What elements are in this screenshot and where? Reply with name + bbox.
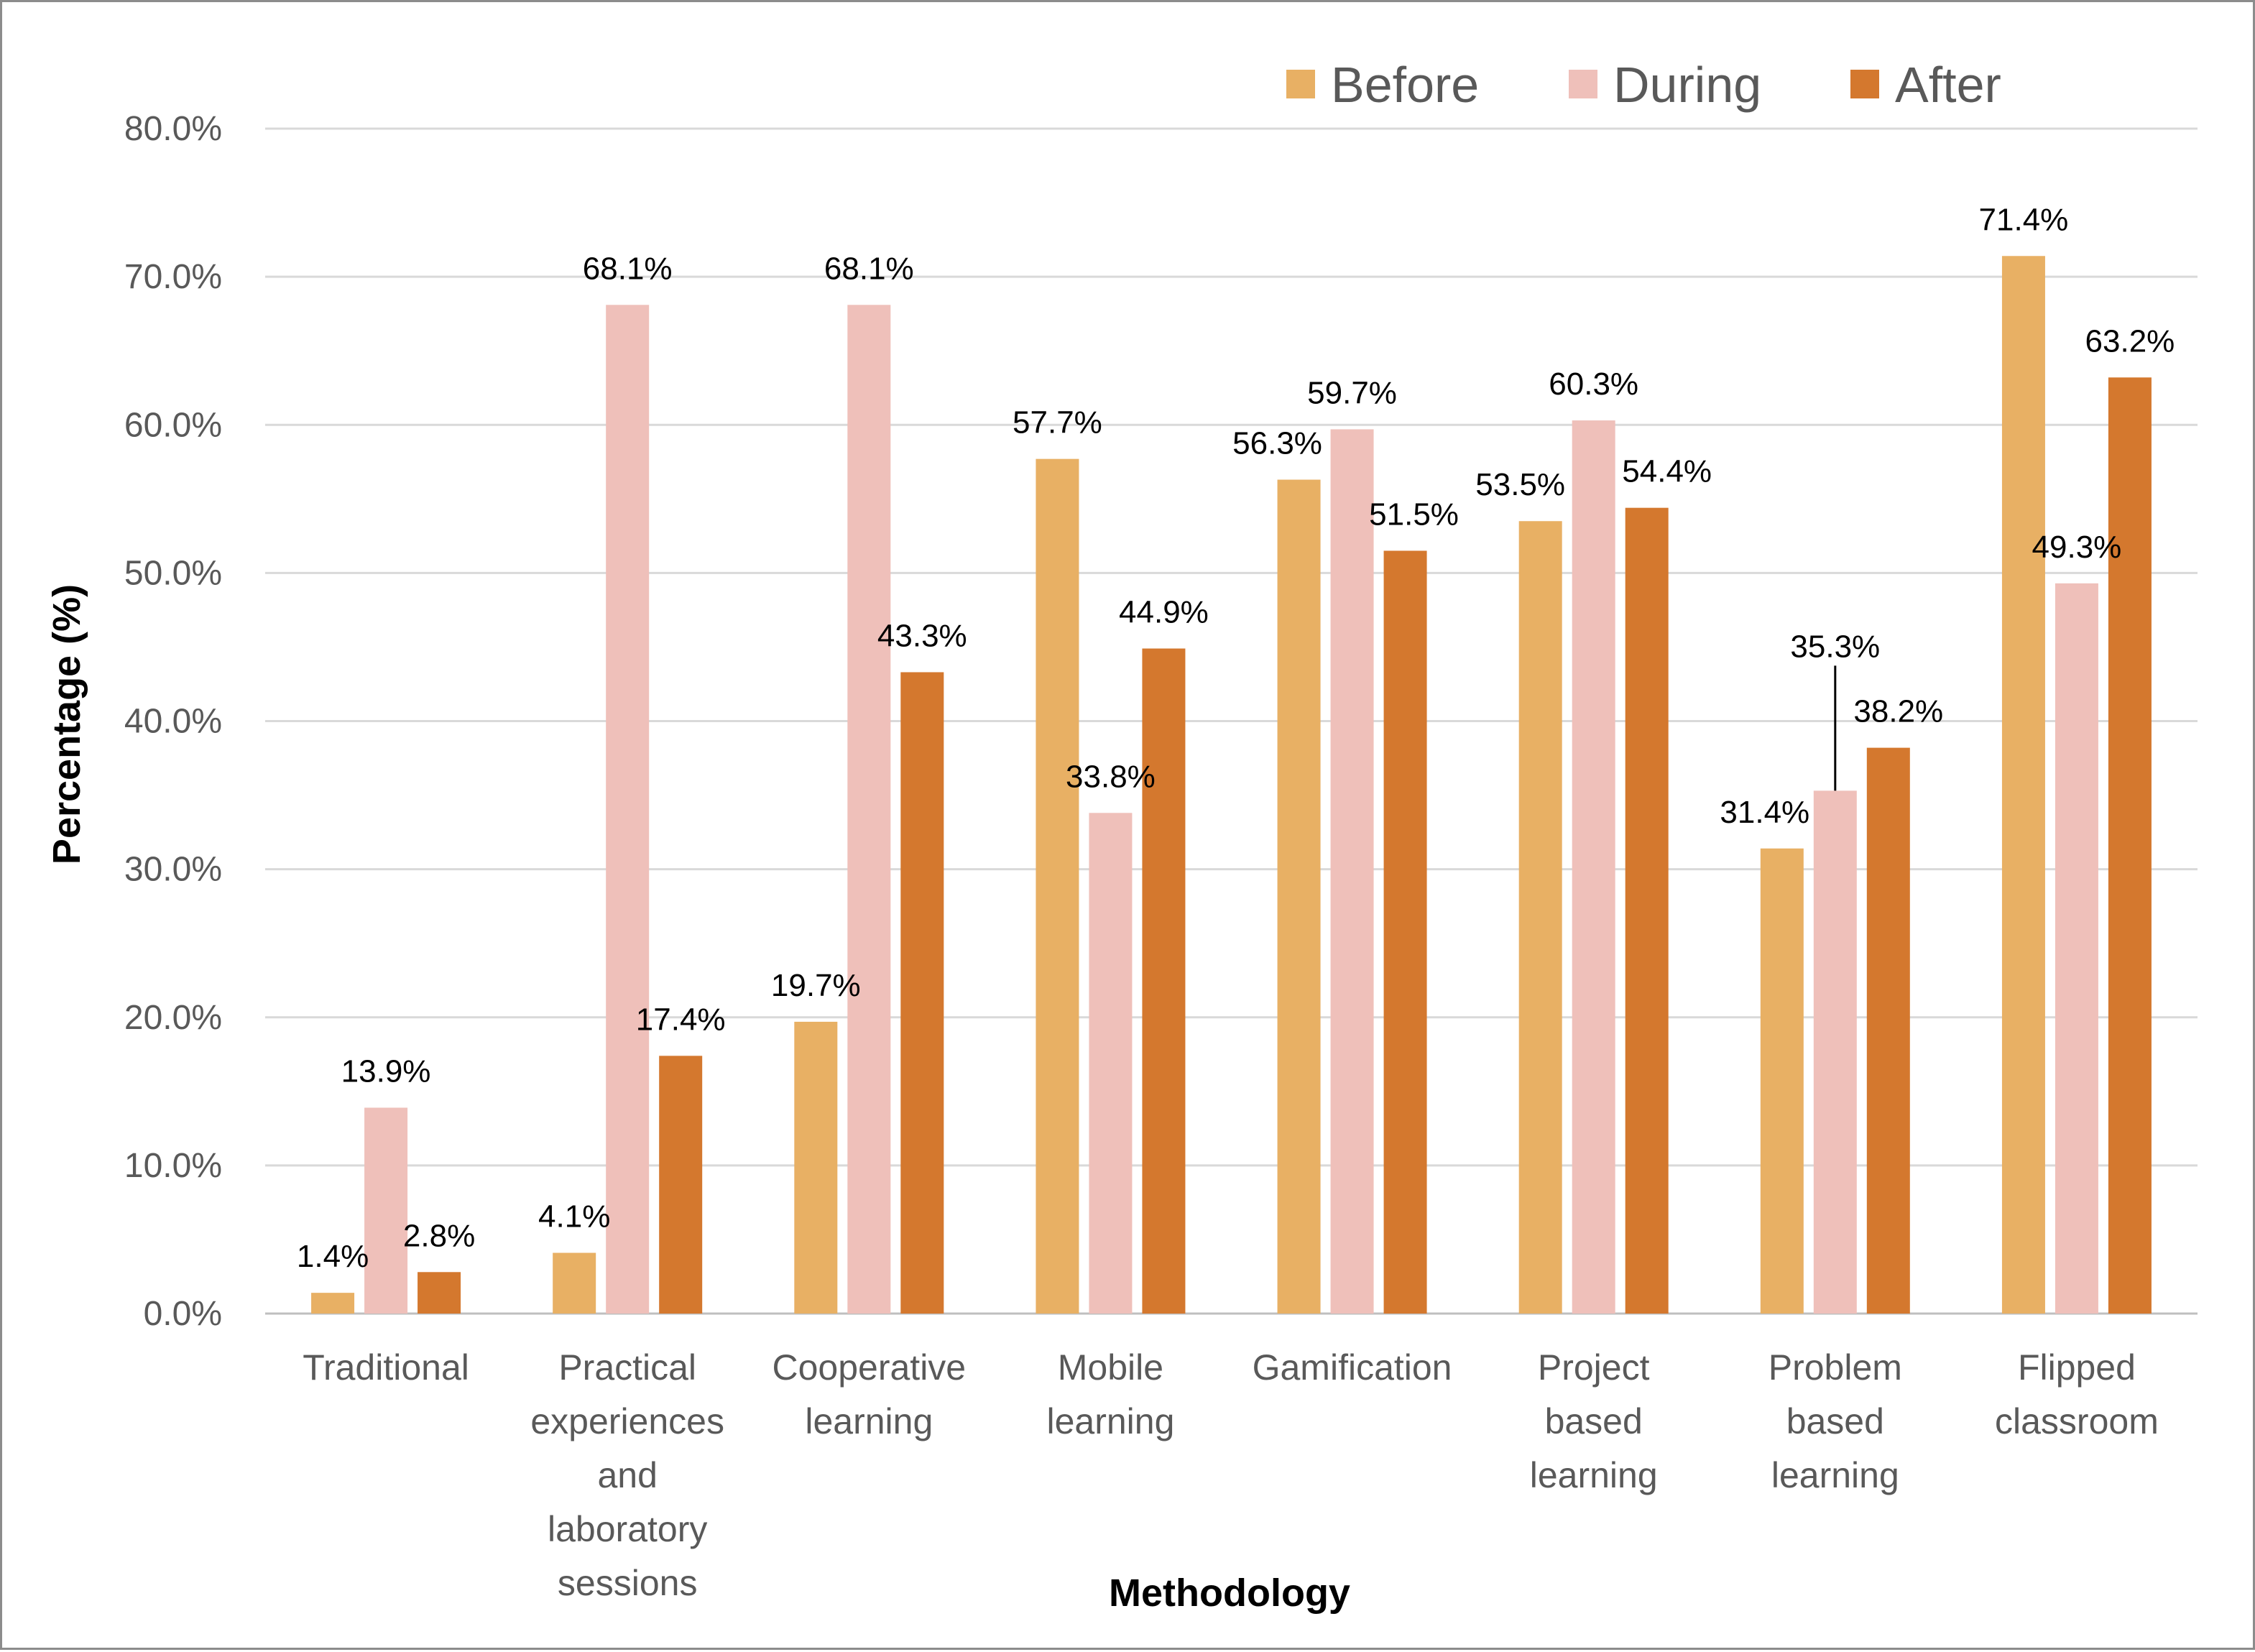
data-label: 68.1% [583,251,673,286]
data-label: 43.3% [877,618,967,653]
data-label: 1.4% [297,1239,369,1274]
category-label: Project based learning [1530,1347,1658,1495]
bar-before [2001,256,2045,1314]
y-tick-label: 50.0% [124,554,222,592]
y-tick-label: 0.0% [144,1295,222,1333]
legend: Before During After [1286,57,2001,113]
legend-swatch-during [1569,70,1597,98]
category-label: Problem based learning [1769,1347,1902,1495]
y-tick-label: 30.0% [124,851,222,889]
bar-before [553,1252,596,1314]
data-label: 19.7% [771,968,861,1003]
bar-after [659,1056,703,1314]
y-tick-label: 40.0% [124,703,222,741]
category-label: Mobile learning [1046,1347,1174,1441]
y-tick-label: 60.0% [124,406,222,444]
data-label: 57.7% [1013,405,1102,440]
data-label: 51.5% [1369,497,1459,532]
legend-swatch-after [1850,70,1879,98]
bar-after [1866,747,1910,1314]
bar-after [1383,550,1427,1314]
bar-before [794,1021,838,1314]
bar-during [606,305,650,1314]
category-label: Practical experiences and laboratory session… [530,1347,724,1603]
y-tick-label: 10.0% [124,1147,222,1185]
x-axis-title: Methodology [1109,1572,1350,1615]
legend-label-during: During [1613,57,1761,113]
legend-swatch-before [1286,70,1315,98]
bars [311,256,2152,1314]
data-label: 35.3% [1790,629,1880,664]
data-label: 54.4% [1622,454,1712,489]
data-label: 68.1% [824,251,914,286]
bar-before [311,1293,355,1314]
bar-during [364,1107,408,1314]
bar-before [1760,848,1804,1314]
data-label: 4.1% [538,1199,610,1234]
bar-after [1142,648,1186,1314]
y-tick-label: 70.0% [124,258,222,296]
y-tick-label: 80.0% [124,110,222,148]
bar-during [2055,583,2098,1314]
y-tick-label: 20.0% [124,999,222,1037]
bar-before [1277,479,1321,1314]
bar-during [1813,790,1857,1314]
category-label: Flipped classroom [1995,1347,2159,1441]
data-label: 60.3% [1549,366,1638,402]
y-axis-ticks: 0.0% 10.0% 20.0% 30.0% 40.0% 50.0% 60.0% 70.0% 8… [124,110,222,1333]
data-label: 13.9% [341,1053,431,1089]
data-label: 59.7% [1307,375,1397,410]
y-axis-title: Percentage (%) [45,584,88,864]
data-label: 2.8% [403,1218,475,1253]
x-axis-categories: Traditional Practical experiences and labora… [303,1347,2159,1603]
data-label: 44.9% [1119,594,1209,629]
bar-during [1089,813,1133,1314]
data-label: 38.2% [1853,694,1943,729]
data-label: 31.4% [1720,795,1809,830]
data-label: 49.3% [2032,530,2122,565]
category-label: Traditional [303,1347,469,1388]
bar-during [1330,429,1374,1314]
bar-during [847,305,891,1314]
legend-label-before: Before [1331,57,1479,113]
data-label: 53.5% [1475,467,1565,502]
bar-before [1518,521,1562,1314]
bar-after [900,672,944,1314]
bar-after [418,1272,461,1314]
data-labels: 1.4% 4.1% 19.7% 57.7% 56.3% 53.5% 31.4% 71.4% 13… [297,202,2175,1274]
bar-after [1625,507,1669,1314]
data-label: 56.3% [1232,426,1322,461]
bar-before [1036,458,1079,1314]
data-label: 17.4% [636,1002,726,1037]
category-label: Gamification [1253,1347,1452,1388]
category-label: Cooperative learning [773,1347,967,1441]
legend-label-after: After [1895,57,2001,113]
data-label: 33.8% [1066,759,1156,794]
bar-after [2108,377,2152,1314]
data-label: 63.2% [2085,323,2175,359]
data-label: 71.4% [1979,202,2069,237]
bar-during [1572,420,1615,1314]
